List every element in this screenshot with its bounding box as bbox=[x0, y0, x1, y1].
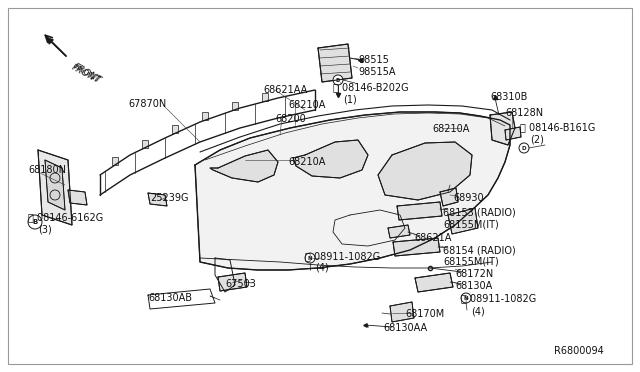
Polygon shape bbox=[490, 112, 515, 145]
Polygon shape bbox=[448, 208, 478, 234]
Text: N: N bbox=[464, 295, 468, 301]
Polygon shape bbox=[390, 302, 414, 322]
Text: (1): (1) bbox=[343, 94, 356, 104]
Text: ⓓ 08146-B161G: ⓓ 08146-B161G bbox=[520, 122, 595, 132]
Polygon shape bbox=[318, 44, 352, 82]
Polygon shape bbox=[378, 142, 472, 200]
Text: 68155M(IT): 68155M(IT) bbox=[443, 219, 499, 229]
Circle shape bbox=[305, 253, 315, 263]
Text: 68170M: 68170M bbox=[405, 309, 444, 319]
Text: 68621A: 68621A bbox=[414, 233, 451, 243]
Polygon shape bbox=[232, 102, 238, 110]
Text: 68130A: 68130A bbox=[455, 281, 492, 291]
Text: 68200: 68200 bbox=[275, 114, 306, 124]
Circle shape bbox=[333, 75, 343, 85]
Circle shape bbox=[28, 215, 42, 229]
Text: 68210A: 68210A bbox=[288, 157, 325, 167]
Polygon shape bbox=[210, 150, 278, 182]
Text: 25239G: 25239G bbox=[150, 193, 189, 203]
Text: 68130AA: 68130AA bbox=[383, 323, 427, 333]
Polygon shape bbox=[195, 112, 510, 270]
Text: 98515A: 98515A bbox=[358, 67, 396, 77]
Text: 68310B: 68310B bbox=[490, 92, 527, 102]
Text: 98515: 98515 bbox=[358, 55, 389, 65]
Circle shape bbox=[519, 143, 529, 153]
Text: 68130AB: 68130AB bbox=[148, 293, 192, 303]
Text: 68155M(IT): 68155M(IT) bbox=[443, 257, 499, 267]
Text: 68180N: 68180N bbox=[28, 165, 66, 175]
Text: Ⓑ 08146-6162G: Ⓑ 08146-6162G bbox=[28, 212, 103, 222]
Text: D: D bbox=[522, 145, 526, 151]
Text: 68930: 68930 bbox=[453, 193, 484, 203]
Text: (4): (4) bbox=[471, 307, 484, 317]
Text: (3): (3) bbox=[38, 224, 52, 234]
Circle shape bbox=[461, 293, 471, 303]
Polygon shape bbox=[218, 273, 247, 291]
Polygon shape bbox=[397, 202, 442, 220]
Polygon shape bbox=[388, 225, 410, 238]
Text: B: B bbox=[33, 219, 38, 225]
Polygon shape bbox=[148, 193, 167, 206]
Polygon shape bbox=[293, 140, 368, 178]
Polygon shape bbox=[142, 140, 148, 148]
Polygon shape bbox=[38, 150, 72, 225]
Text: FRONT: FRONT bbox=[72, 62, 103, 85]
Polygon shape bbox=[262, 93, 268, 102]
Polygon shape bbox=[45, 160, 65, 210]
Polygon shape bbox=[172, 125, 178, 134]
Text: Ⓑ 08146-B202G: Ⓑ 08146-B202G bbox=[333, 82, 408, 92]
Polygon shape bbox=[415, 273, 453, 292]
Polygon shape bbox=[68, 190, 87, 205]
Text: FRONT: FRONT bbox=[70, 63, 101, 86]
Text: 68172N: 68172N bbox=[455, 269, 493, 279]
Polygon shape bbox=[202, 112, 208, 120]
Text: 68210A: 68210A bbox=[288, 100, 325, 110]
Text: N: N bbox=[308, 256, 312, 260]
Text: Ⓝ 08911-1082G: Ⓝ 08911-1082G bbox=[461, 293, 536, 303]
Polygon shape bbox=[112, 157, 118, 165]
Polygon shape bbox=[393, 238, 440, 256]
Text: Ⓝ 08911-1082G: Ⓝ 08911-1082G bbox=[305, 251, 380, 261]
Text: 68621AA: 68621AA bbox=[263, 85, 307, 95]
Polygon shape bbox=[505, 127, 521, 140]
Text: 67503: 67503 bbox=[225, 279, 256, 289]
Text: (2): (2) bbox=[530, 134, 544, 144]
Text: 68153 (RADIO): 68153 (RADIO) bbox=[443, 207, 516, 217]
Text: 67870N: 67870N bbox=[128, 99, 166, 109]
Text: R6800094: R6800094 bbox=[554, 346, 604, 356]
Polygon shape bbox=[440, 188, 458, 206]
Text: (4): (4) bbox=[315, 263, 329, 273]
Text: B: B bbox=[336, 77, 340, 83]
Text: 68154 (RADIO): 68154 (RADIO) bbox=[443, 245, 516, 255]
Text: 68128N: 68128N bbox=[505, 108, 543, 118]
Text: 68210A: 68210A bbox=[432, 124, 469, 134]
